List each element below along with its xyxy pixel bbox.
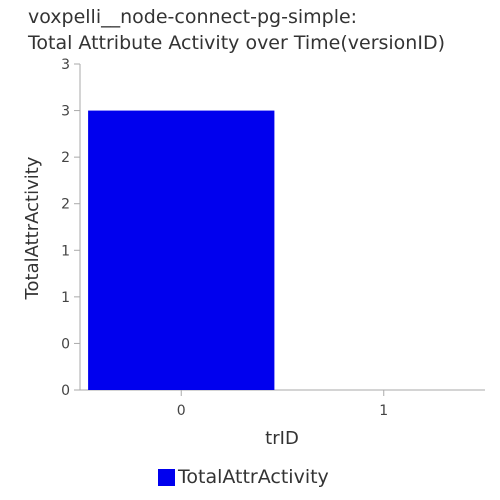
y-tick-label: 0 [61, 383, 70, 399]
y-axis-title: TotalAttrActivity [22, 156, 43, 300]
legend-label: TotalAttrActivity [178, 466, 329, 488]
y-tick-label: 2 [61, 197, 70, 213]
chart-title-line-2: Total Attribute Activity over Time(versi… [28, 32, 445, 54]
y-tick-label: 3 [61, 57, 70, 73]
y-tick-label: 1 [61, 243, 70, 259]
x-tick-label: 0 [177, 403, 186, 419]
y-tick-label: 0 [61, 336, 70, 352]
x-tick-label: 1 [379, 403, 388, 419]
y-tick-label: 1 [61, 290, 70, 306]
plot-area: 0 0 1 1 2 2 3 3 0 1 [61, 57, 485, 419]
bar [88, 110, 275, 391]
legend: TotalAttrActivity [158, 466, 329, 488]
chart-title-line-1: voxpelli__node-connect-pg-simple: [28, 6, 358, 28]
legend-swatch [158, 468, 175, 486]
y-tick-label: 2 [61, 150, 70, 166]
x-axis-title: trID [265, 428, 299, 449]
y-tick-label: 3 [61, 104, 70, 120]
